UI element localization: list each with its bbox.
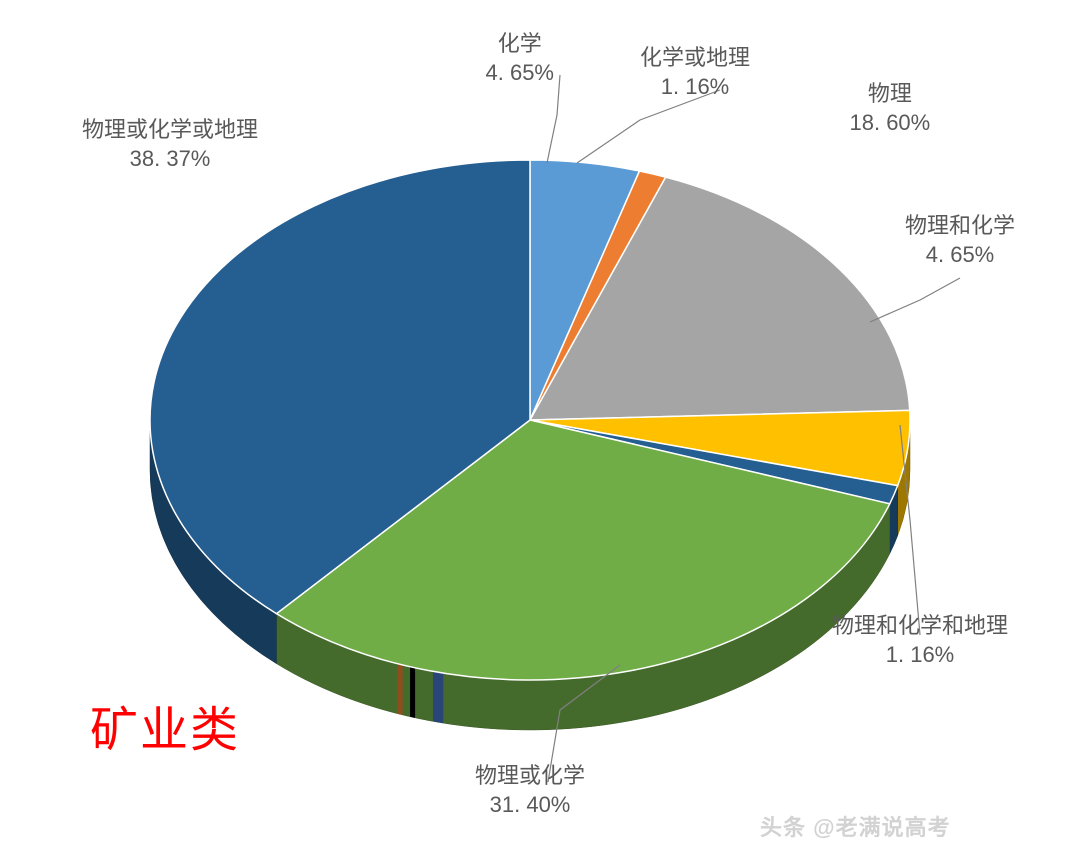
slice-label: 物理或化学或地理38. 37% xyxy=(82,115,258,174)
slice-label-name: 物理和化学和地理 xyxy=(832,611,1008,641)
slice-label-name: 化学或地理 xyxy=(640,43,750,73)
slice-label-name: 物理或化学 xyxy=(475,761,585,791)
slice-label: 物理和化学和地理1. 16% xyxy=(832,611,1008,670)
slice-label-name: 物理或化学或地理 xyxy=(82,115,258,145)
pie-chart-container: 矿业类 头条 @老满说高考 化学4. 65%化学或地理1. 16%物理18. 6… xyxy=(0,0,1080,860)
slice-label: 化学或地理1. 16% xyxy=(640,43,750,102)
slice-label: 物理18. 60% xyxy=(850,79,931,138)
chart-title: 矿业类 xyxy=(90,690,240,760)
slice-label-percent: 38. 37% xyxy=(82,144,258,174)
slice-label-percent: 31. 40% xyxy=(475,790,585,820)
slice-label-percent: 4. 65% xyxy=(905,240,1015,270)
slice-label-percent: 18. 60% xyxy=(850,108,931,138)
slice-label-name: 物理和化学 xyxy=(905,211,1015,241)
slice-label-percent: 1. 16% xyxy=(640,72,750,102)
pie-top-face xyxy=(150,160,910,680)
slice-label: 物理和化学4. 65% xyxy=(905,211,1015,270)
slice-label: 物理或化学31. 40% xyxy=(475,761,585,820)
slice-label: 化学4. 65% xyxy=(486,29,555,88)
slice-label-percent: 1. 16% xyxy=(832,640,1008,670)
slice-label-name: 化学 xyxy=(486,29,555,59)
watermark-text: 头条 @老满说高考 xyxy=(760,810,951,842)
slice-label-name: 物理 xyxy=(850,79,931,109)
slice-label-percent: 4. 65% xyxy=(486,58,555,88)
